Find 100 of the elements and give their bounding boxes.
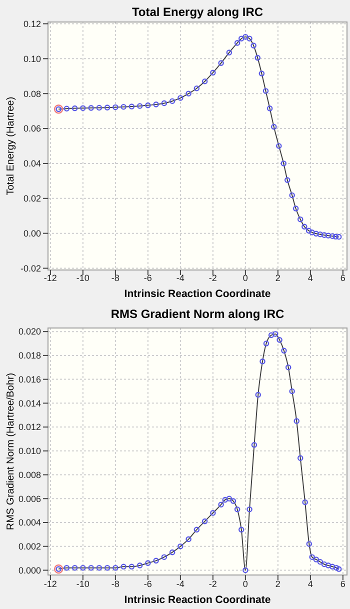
point <box>234 506 240 512</box>
x-tick-label: 6 <box>340 579 346 589</box>
point <box>145 102 151 108</box>
point <box>325 562 332 568</box>
point <box>64 564 70 571</box>
x-tick-label: -6 <box>144 579 152 589</box>
point <box>161 100 168 106</box>
y-tick-label: 0.06 <box>23 124 41 134</box>
point <box>136 562 143 568</box>
point <box>272 331 278 337</box>
y-tick-label: 0.016 <box>18 374 41 384</box>
point <box>321 561 328 568</box>
point <box>120 564 126 570</box>
point <box>246 36 252 42</box>
y-axis-title: Total Energy (Hartree) <box>6 96 16 196</box>
point <box>242 34 248 40</box>
y-tick-label: 0.014 <box>18 398 41 408</box>
x-tick-label: -4 <box>176 273 184 283</box>
y-tick-label: 0.012 <box>18 422 41 432</box>
point <box>246 506 252 512</box>
x-tick-label: 4 <box>308 273 313 283</box>
point <box>276 143 282 149</box>
point <box>336 234 342 240</box>
y-tick-label: 0.002 <box>18 542 41 552</box>
point <box>280 160 287 166</box>
point <box>202 518 208 524</box>
point <box>169 98 176 104</box>
x-tick-label: -2 <box>208 273 217 283</box>
point <box>317 558 324 565</box>
point <box>128 104 135 110</box>
y-tick-label: 0.008 <box>18 470 41 480</box>
point <box>268 332 274 338</box>
point <box>104 104 110 110</box>
point <box>145 560 151 566</box>
point <box>161 554 168 560</box>
y-tick-label: 0.020 <box>18 326 41 337</box>
point <box>309 554 315 560</box>
point <box>186 90 192 97</box>
point <box>262 88 269 94</box>
y-tick-label: 0.000 <box>18 565 41 576</box>
y-tick-label: 0.004 <box>18 518 41 528</box>
x-tick-label: -2 <box>208 579 217 589</box>
point <box>169 549 176 556</box>
x-tick-label: -8 <box>111 273 120 283</box>
point <box>263 340 270 346</box>
x-tick-label: 0 <box>242 273 248 283</box>
y-axis-title: RMS Gradient Norm (Hartree/Bohr) <box>6 372 16 530</box>
x-tick-label: 4 <box>308 579 313 589</box>
x-tick-label: 2 <box>275 579 280 589</box>
point <box>309 230 315 236</box>
point <box>284 177 290 183</box>
x-axis-title: Intrinsic Reaction Coordinate <box>124 594 271 606</box>
point <box>178 95 184 101</box>
point <box>254 54 261 61</box>
point <box>136 103 143 109</box>
point <box>297 216 304 222</box>
point <box>306 541 312 547</box>
point <box>238 526 244 533</box>
y-tick-label: 0.08 <box>23 88 41 99</box>
point <box>226 496 232 502</box>
point <box>88 105 94 111</box>
x-tick-label: 0 <box>242 579 248 589</box>
y-tick-label: 0.00 <box>23 228 41 238</box>
point <box>289 388 295 394</box>
point <box>289 192 295 198</box>
point <box>329 564 336 570</box>
point <box>285 364 292 370</box>
point <box>306 228 312 234</box>
point <box>194 526 200 533</box>
point <box>104 564 110 571</box>
point <box>88 564 94 571</box>
point <box>72 105 78 112</box>
point <box>329 233 336 240</box>
x-tick-label: -10 <box>76 273 90 283</box>
point <box>258 70 265 76</box>
point <box>294 418 300 424</box>
point <box>313 556 320 562</box>
point <box>80 105 86 111</box>
point <box>297 455 304 461</box>
point <box>186 536 192 542</box>
x-tick-label: 2 <box>275 273 280 283</box>
point <box>276 337 282 343</box>
point <box>302 224 308 230</box>
y-tick-label: 0.010 <box>18 446 41 456</box>
point <box>260 358 266 364</box>
point <box>128 564 135 570</box>
point <box>80 564 86 571</box>
point <box>336 566 342 572</box>
y-tick-label: 0.10 <box>23 54 41 64</box>
point <box>292 206 299 212</box>
point <box>194 85 200 92</box>
point <box>153 102 159 108</box>
point <box>112 564 118 571</box>
y-tick-label: -0.02 <box>20 263 41 274</box>
x-tick-label: 6 <box>340 273 346 283</box>
y-tick-label: 0.006 <box>18 494 41 504</box>
point <box>317 231 324 238</box>
y-tick-label: 0.02 <box>23 194 41 204</box>
point <box>218 60 224 66</box>
point <box>238 36 244 42</box>
